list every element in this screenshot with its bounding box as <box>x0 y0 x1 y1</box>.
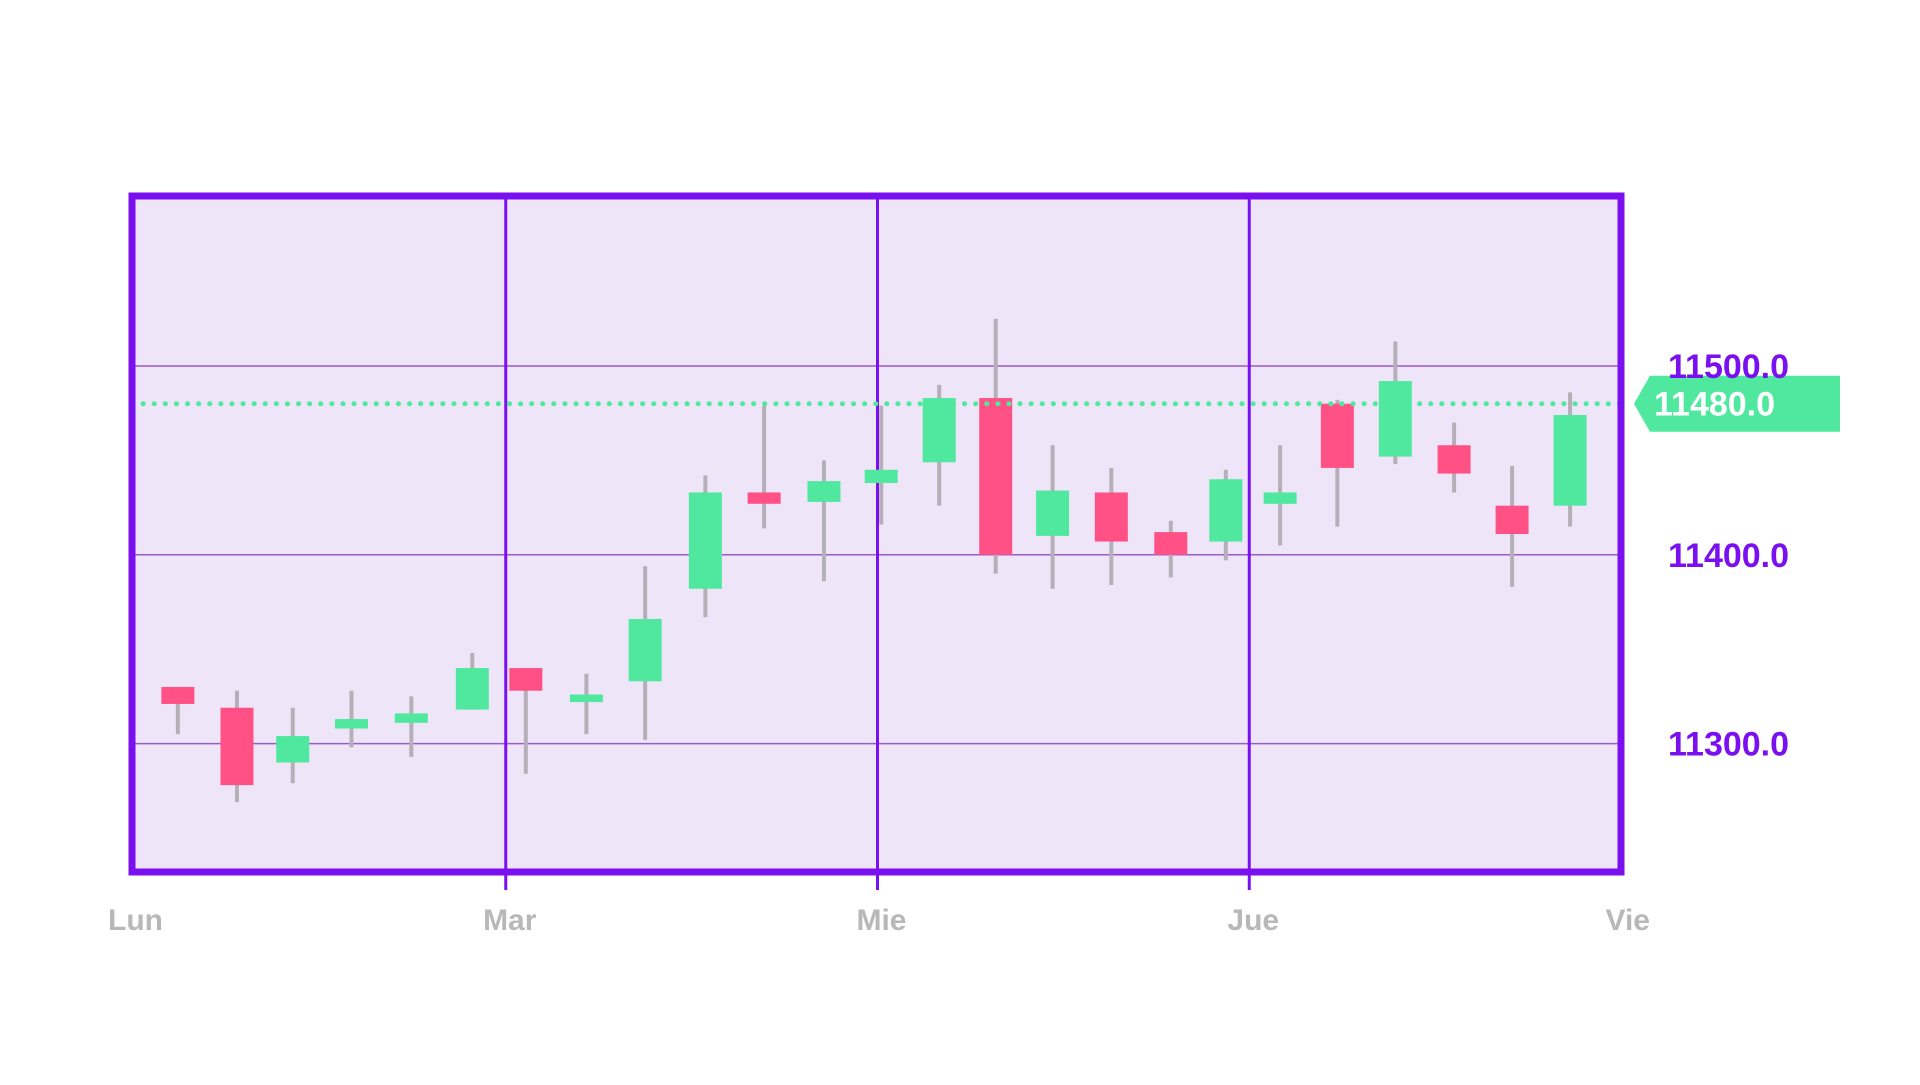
candle-2 <box>276 707 310 784</box>
candle-16 <box>1094 467 1128 585</box>
x-tick-label-2: Mie <box>856 904 906 937</box>
candle-body-24 <box>1553 415 1587 506</box>
candle-15 <box>1036 445 1070 589</box>
candle-body-17 <box>1154 532 1188 555</box>
y-tick-label-2: 11300.0 <box>1668 726 1789 764</box>
candle-24 <box>1553 392 1587 527</box>
candle-body-0 <box>161 686 195 704</box>
candle-body-4 <box>394 713 428 723</box>
candle-body-6 <box>509 668 543 691</box>
plot-border <box>128 192 1625 876</box>
candle-1 <box>220 690 254 803</box>
candle-3 <box>334 690 368 748</box>
candle-19 <box>1263 445 1297 546</box>
x-tick-label-1: Mar <box>483 904 537 937</box>
candle-body-19 <box>1263 492 1297 504</box>
candle-5 <box>455 652 489 710</box>
candle-body-7 <box>569 694 603 703</box>
candle-body-15 <box>1036 490 1070 536</box>
candle-body-9 <box>688 492 722 589</box>
candle-body-5 <box>455 668 489 710</box>
candle-10 <box>747 405 781 529</box>
x-tick-label-4: Vie <box>1606 904 1651 937</box>
candle-17 <box>1154 520 1188 578</box>
x-tick-label-0: Lun <box>108 904 163 937</box>
candle-body-10 <box>747 492 781 504</box>
candle-23 <box>1495 466 1529 587</box>
x-axis-labels: Lun Mar Mie Jue Vie <box>108 904 1650 937</box>
candle-body-16 <box>1094 492 1128 542</box>
y-tick-label-0: 11500.0 <box>1668 348 1789 386</box>
candle-7 <box>569 673 603 735</box>
candle-body-3 <box>334 719 368 729</box>
last-price-tag <box>1634 375 1840 432</box>
candle-13 <box>922 384 956 506</box>
candle-6 <box>509 668 543 774</box>
last-price-line: 11480.0 <box>129 375 1840 432</box>
candle-body-21 <box>1378 381 1412 457</box>
candle-18 <box>1209 469 1243 561</box>
candle-body-23 <box>1495 505 1529 534</box>
candle-4 <box>394 696 428 757</box>
candle-body-1 <box>220 707 254 786</box>
candle-22 <box>1437 422 1471 493</box>
candle-9 <box>688 475 722 618</box>
y-tick-label-1: 11400.0 <box>1668 537 1789 575</box>
candle-body-14 <box>979 398 1013 555</box>
candle-14 <box>979 318 1013 574</box>
candle-body-11 <box>807 481 841 502</box>
y-axis-labels: 11500.0 11400.0 11300.0 <box>1668 348 1789 764</box>
plot-frame <box>128 192 1625 876</box>
last-price-label: 11480.0 <box>1654 386 1775 424</box>
candle-body-12 <box>864 469 898 484</box>
candle-body-2 <box>276 736 310 763</box>
candle-body-8 <box>628 618 662 682</box>
x-tick-label-3: Jue <box>1227 904 1279 937</box>
candle-11 <box>807 460 841 582</box>
candle-20 <box>1320 399 1354 527</box>
candle-body-20 <box>1320 403 1354 468</box>
candle-0 <box>161 686 195 735</box>
candle-21 <box>1378 341 1412 465</box>
candle-body-22 <box>1437 445 1471 474</box>
candle-12 <box>864 405 898 525</box>
candle-body-18 <box>1209 479 1243 542</box>
candles <box>161 318 1587 803</box>
candle-body-13 <box>922 398 956 463</box>
grid-lines <box>132 196 1621 890</box>
candle-8 <box>628 566 662 740</box>
